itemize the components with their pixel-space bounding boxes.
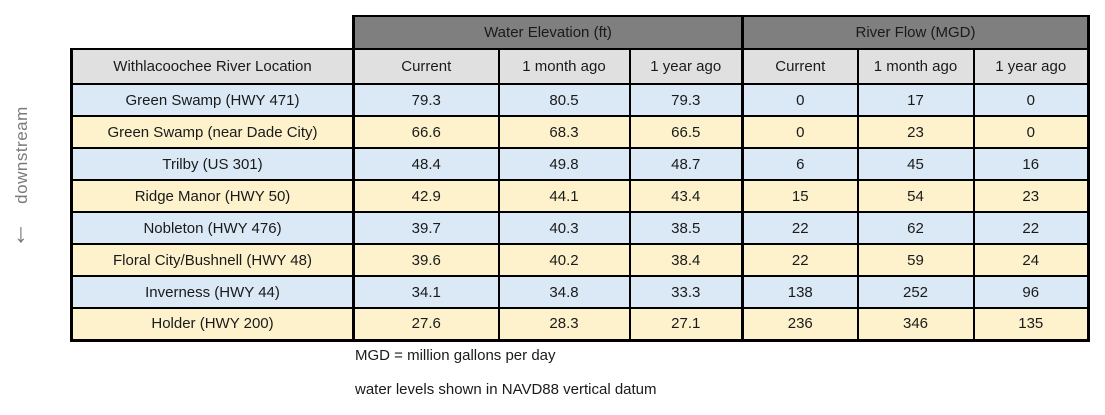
group-header-river-flow: River Flow (MGD) xyxy=(741,15,1090,50)
location-cell: Holder (HWY 200) xyxy=(70,307,355,342)
value-cell: 48.7 xyxy=(628,147,744,181)
column-header-row: Withlacoochee River Location Current 1 m… xyxy=(70,48,1090,85)
value-cell: 0 xyxy=(972,83,1090,117)
value-cell: 22 xyxy=(741,211,859,245)
river-data-table: Water Elevation (ft) River Flow (MGD) Wi… xyxy=(70,15,1090,342)
value-cell: 6 xyxy=(741,147,859,181)
value-cell: 38.4 xyxy=(628,243,744,277)
value-cell: 59 xyxy=(856,243,975,277)
location-cell: Green Swamp (near Dade City) xyxy=(70,115,355,149)
value-cell: 135 xyxy=(972,307,1090,342)
value-cell: 24 xyxy=(972,243,1090,277)
location-cell: Floral City/Bushnell (HWY 48) xyxy=(70,243,355,277)
value-cell: 0 xyxy=(972,115,1090,149)
value-cell: 34.8 xyxy=(497,275,631,309)
table-row: Inverness (HWY 44) 34.1 34.8 33.3 138 252 96 xyxy=(70,275,1090,309)
value-cell: 38.5 xyxy=(628,211,744,245)
table-row: Trilby (US 301) 48.4 49.8 48.7 6 45 16 xyxy=(70,147,1090,181)
value-cell: 62 xyxy=(856,211,975,245)
value-cell: 80.5 xyxy=(497,83,631,117)
value-cell: 43.4 xyxy=(628,179,744,213)
footnote-mgd: MGD = million gallons per day xyxy=(355,347,556,364)
table-row: Nobleton (HWY 476) 39.7 40.3 38.5 22 62 22 xyxy=(70,211,1090,245)
value-cell: 16 xyxy=(972,147,1090,181)
group-header-water-elevation: Water Elevation (ft) xyxy=(352,15,744,50)
value-cell: 22 xyxy=(741,243,859,277)
location-cell: Nobleton (HWY 476) xyxy=(70,211,355,245)
value-cell: 346 xyxy=(856,307,975,342)
value-cell: 0 xyxy=(741,83,859,117)
value-cell: 45 xyxy=(856,147,975,181)
footnotes: MGD = million gallons per day water leve… xyxy=(355,347,657,415)
col-header-rf-1-month-ago: 1 month ago xyxy=(856,48,975,85)
table-row: Floral City/Bushnell (HWY 48) 39.6 40.2 38.… xyxy=(70,243,1090,277)
value-cell: 23 xyxy=(856,115,975,149)
value-cell: 66.5 xyxy=(628,115,744,149)
col-header-we-1-year-ago: 1 year ago xyxy=(628,48,744,85)
value-cell: 54 xyxy=(856,179,975,213)
location-cell: Inverness (HWY 44) xyxy=(70,275,355,309)
group-header-row: Water Elevation (ft) River Flow (MGD) xyxy=(72,15,1090,50)
value-cell: 0 xyxy=(741,115,859,149)
value-cell: 138 xyxy=(741,275,859,309)
value-cell: 66.6 xyxy=(352,115,500,149)
table-row: Green Swamp (near Dade City) 66.6 68.3 66.5… xyxy=(70,115,1090,149)
value-cell: 33.3 xyxy=(628,275,744,309)
col-header-we-current: Current xyxy=(352,48,500,85)
value-cell: 79.3 xyxy=(352,83,500,117)
downstream-label: downstream xyxy=(12,106,31,204)
value-cell: 49.8 xyxy=(497,147,631,181)
col-header-we-1-month-ago: 1 month ago xyxy=(497,48,631,85)
footnote-datum: water levels shown in NAVD88 vertical da… xyxy=(355,381,657,398)
value-cell: 28.3 xyxy=(497,307,631,342)
table-row: Holder (HWY 200) 27.6 28.3 27.1 236 346 135 xyxy=(70,307,1090,342)
value-cell: 68.3 xyxy=(497,115,631,149)
value-cell: 27.6 xyxy=(352,307,500,342)
value-cell: 39.7 xyxy=(352,211,500,245)
value-cell: 34.1 xyxy=(352,275,500,309)
table-row: Green Swamp (HWY 471) 79.3 80.5 79.3 0 17 0 xyxy=(70,83,1090,117)
value-cell: 236 xyxy=(741,307,859,342)
col-header-rf-1-year-ago: 1 year ago xyxy=(972,48,1090,85)
value-cell: 40.3 xyxy=(497,211,631,245)
value-cell: 23 xyxy=(972,179,1090,213)
value-cell: 22 xyxy=(972,211,1090,245)
col-header-rf-current: Current xyxy=(741,48,859,85)
value-cell: 96 xyxy=(972,275,1090,309)
value-cell: 252 xyxy=(856,275,975,309)
location-column-header: Withlacoochee River Location xyxy=(70,48,355,85)
value-cell: 15 xyxy=(741,179,859,213)
down-arrow-icon: ↓ xyxy=(14,218,28,248)
value-cell: 42.9 xyxy=(352,179,500,213)
location-cell: Green Swamp (HWY 471) xyxy=(70,83,355,117)
value-cell: 27.1 xyxy=(628,307,744,342)
value-cell: 48.4 xyxy=(352,147,500,181)
table-row: Ridge Manor (HWY 50) 42.9 44.1 43.4 15 54 23 xyxy=(70,179,1090,213)
value-cell: 79.3 xyxy=(628,83,744,117)
value-cell: 44.1 xyxy=(497,179,631,213)
table-body: Green Swamp (HWY 471) 79.3 80.5 79.3 0 17 0 Gre… xyxy=(70,83,1090,342)
location-cell: Trilby (US 301) xyxy=(70,147,355,181)
blank-corner-cell xyxy=(72,16,354,49)
value-cell: 39.6 xyxy=(352,243,500,277)
location-cell: Ridge Manor (HWY 50) xyxy=(70,179,355,213)
value-cell: 40.2 xyxy=(497,243,631,277)
value-cell: 17 xyxy=(856,83,975,117)
